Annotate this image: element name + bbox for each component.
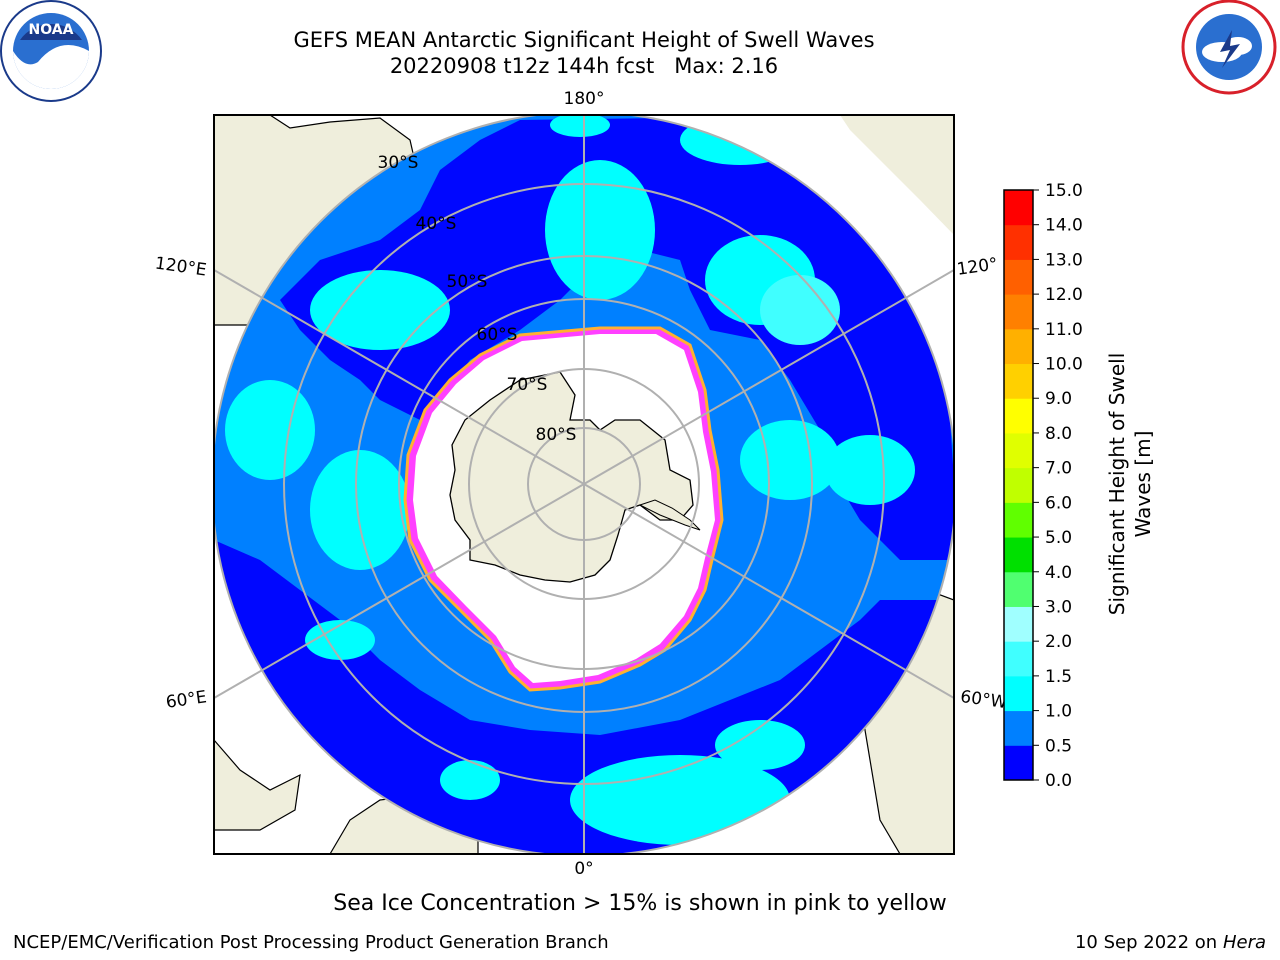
colorbar-swatch — [1004, 328, 1033, 365]
deep-blue-ring — [280, 118, 954, 560]
colorbar-tick-label: 9.0 — [1045, 389, 1072, 409]
swell-patch — [550, 115, 610, 137]
polar-map[interactable]: 180° 0° 120°E 60°E 120° 60°W 30°S 40°S 5… — [154, 89, 1009, 879]
lat-label-80s: 80°S — [536, 425, 577, 445]
colorbar-swatch — [1004, 294, 1033, 330]
ne-corner-land — [840, 115, 954, 235]
colorbar-tick-label: 7.0 — [1045, 459, 1072, 479]
footer-machine: Hera — [1222, 932, 1266, 953]
swell-patch — [715, 720, 805, 770]
colorbar-label-line1: Significant Height of Swell — [1105, 353, 1129, 615]
lon-label-60w: 60°W — [959, 687, 1008, 713]
noaa-logo-text: NOAA — [29, 22, 74, 38]
footer-date: 10 Sep 2022 on Hera — [1075, 932, 1266, 953]
colorbar: 0.0 0.5 1.0 1.5 2.0 3.0 4.0 5.0 6.0 7.0 8.0 9.0 10.0… — [1003, 181, 1083, 791]
colorbar-tick-label: 1.0 — [1045, 702, 1072, 722]
colorbar-tick-label: 6.0 — [1045, 493, 1072, 513]
colorbar-swatch — [1004, 502, 1033, 538]
colorbar-swatch — [1004, 537, 1033, 573]
colorbar-tick-label: 14.0 — [1045, 216, 1083, 236]
colorbar-swatch — [1004, 398, 1033, 434]
colorbar-tick-label: 15.0 — [1045, 181, 1083, 201]
colorbar-tick-label: 3.0 — [1045, 597, 1072, 617]
swell-patch — [310, 450, 410, 570]
colorbar-tick-label: 8.0 — [1045, 424, 1072, 444]
colorbar-swatch — [1004, 467, 1033, 503]
colorbar-swatch — [1004, 606, 1033, 642]
colorbar-swatch — [1004, 363, 1033, 399]
colorbar-tick-label: 4.0 — [1045, 563, 1072, 583]
lat-label-50s: 50°S — [447, 272, 488, 292]
colorbar-swatch — [1004, 259, 1033, 295]
swell-patch — [440, 760, 500, 800]
noaa-logo: NOAA — [0, 0, 102, 102]
colorbar-swatch — [1004, 745, 1033, 781]
swell-patch — [740, 420, 840, 500]
lon-label-180: 180° — [564, 89, 605, 109]
madagascar-region — [214, 739, 301, 831]
lat-label-60s: 60°S — [477, 325, 518, 345]
map-frame — [213, 114, 955, 855]
footer-date-text: 10 Sep 2022 on — [1074, 932, 1218, 953]
colorbar-tick-label: 11.0 — [1045, 320, 1083, 340]
colorbar-swatch — [1004, 224, 1033, 260]
swell-patch — [225, 380, 315, 480]
colorbar-swatch — [1004, 675, 1033, 712]
colorbar-tick-label: 0.5 — [1045, 736, 1072, 756]
lon-label-120e: 120°E — [154, 254, 208, 281]
colorbar-tick-label: 13.0 — [1045, 250, 1083, 270]
colorbar-swatch — [1004, 571, 1033, 607]
sea-ice-caption: Sea Ice Concentration > 15% is shown in … — [333, 891, 947, 916]
lat-label-30s: 30°S — [378, 153, 419, 173]
lat-label-40s: 40°S — [416, 214, 457, 234]
colorbar-tick-label: 12.0 — [1045, 285, 1083, 305]
colorbar-swatch — [1004, 710, 1033, 746]
colorbar-tick-label: 1.5 — [1045, 667, 1072, 687]
lon-label-60e: 60°E — [165, 687, 208, 712]
graticule — [214, 115, 954, 854]
swell-patch — [545, 160, 655, 300]
antarctic-peninsula — [638, 499, 701, 531]
colorbar-tick-label: 2.0 — [1045, 632, 1072, 652]
colorbar-tick-label: 10.0 — [1045, 355, 1083, 375]
nws-logo — [1181, 0, 1277, 95]
lon-label-120w: 120° — [956, 254, 999, 280]
title-line-2: 20220908 t12z 144h fcst Max: 2.16 — [389, 54, 779, 78]
colorbar-frame — [1003, 189, 1034, 781]
swell-patch — [825, 435, 915, 505]
footer-credit: NCEP/EMC/Verification Post Processing Pr… — [13, 932, 609, 953]
swell-patch — [760, 275, 840, 345]
lon-label-0: 0° — [574, 859, 593, 879]
colorbar-swatch — [1004, 432, 1033, 469]
colorbar-label-line2: Waves [m] — [1131, 431, 1155, 538]
colorbar-swatch — [1004, 190, 1033, 226]
swell-patch — [570, 755, 790, 845]
map-title: GEFS MEAN Antarctic Significant Height o… — [200, 27, 968, 79]
colorbar-tick-label: 5.0 — [1045, 528, 1072, 548]
colorbar-swatch — [1004, 641, 1033, 677]
lat-label-70s: 70°S — [507, 375, 548, 395]
colorbar-tick-label: 0.0 — [1045, 771, 1072, 791]
title-line-1: GEFS MEAN Antarctic Significant Height o… — [293, 28, 875, 52]
